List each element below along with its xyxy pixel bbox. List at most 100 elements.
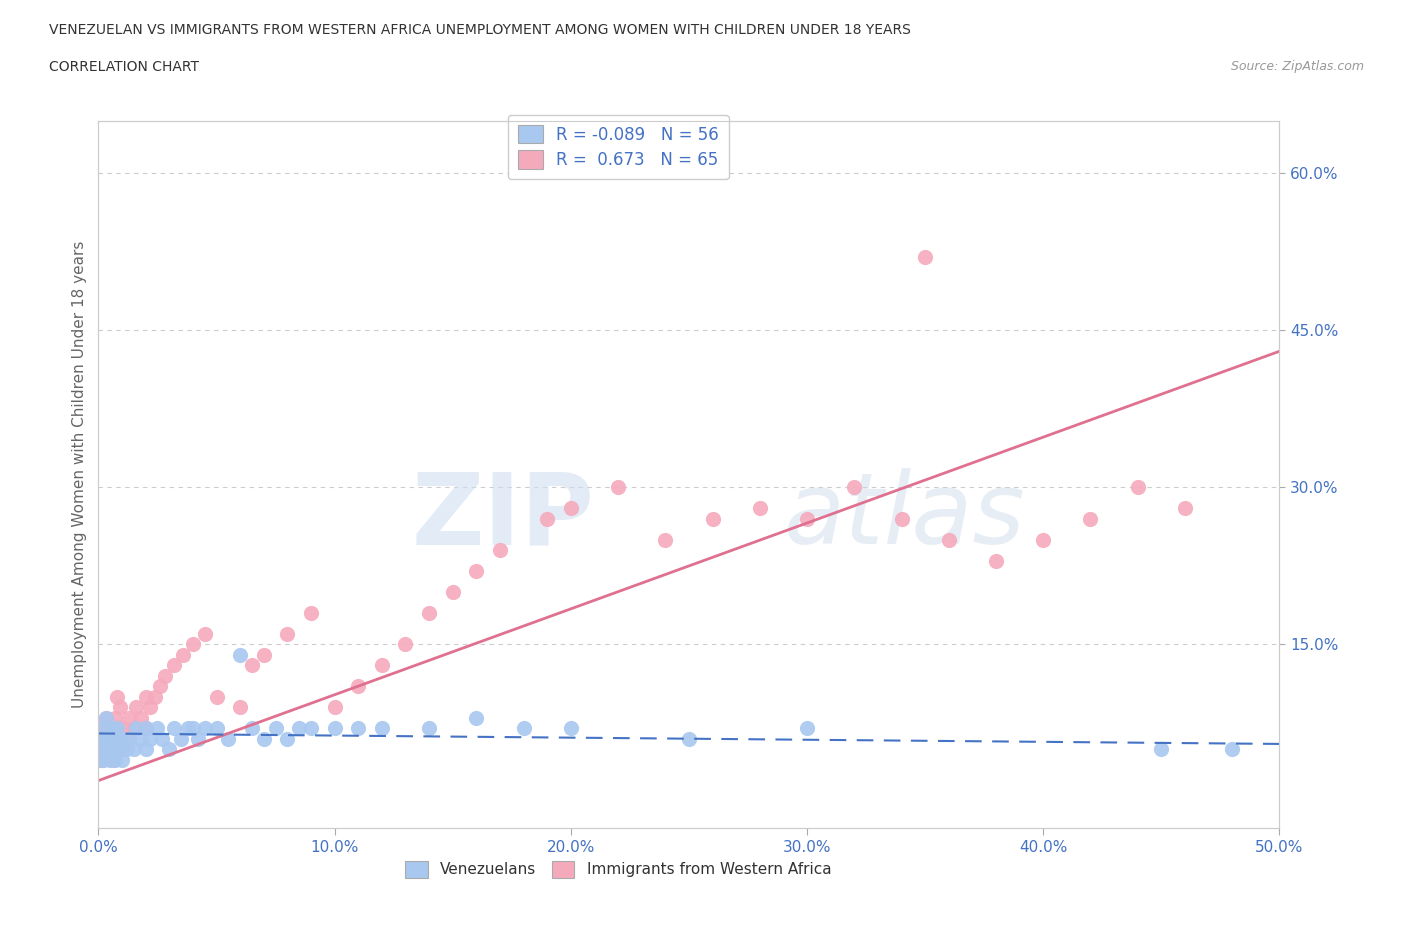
Point [253,731,276,746]
Point [91,752,114,767]
Point [347,679,370,694]
Text: atlas: atlas [783,468,1025,565]
Point [91,731,114,746]
Point [512,721,534,736]
Point [240,721,263,736]
Point [129,731,152,746]
Point [87,731,110,746]
Point [104,742,127,757]
Text: VENEZUELAN VS IMMIGRANTS FROM WESTERN AFRICA UNEMPLOYMENT AMONG WOMEN WITH CHILD: VENEZUELAN VS IMMIGRANTS FROM WESTERN AF… [49,23,911,37]
Point [104,711,127,725]
Point [172,647,194,662]
Point [796,721,818,736]
Point [97,742,120,757]
Point [1150,742,1173,757]
Point [87,752,110,767]
Point [323,700,346,715]
Point [108,742,131,757]
Text: Source: ZipAtlas.com: Source: ZipAtlas.com [1230,60,1364,73]
Point [129,711,152,725]
Point [938,532,960,547]
Point [418,605,440,620]
Point [94,731,117,746]
Point [984,553,1007,568]
Point [560,501,582,516]
Point [150,731,173,746]
Point [288,721,311,736]
Point [125,700,148,715]
Point [890,512,912,526]
Point [111,731,134,746]
Point [441,585,464,600]
Point [240,658,263,672]
Point [1126,480,1149,495]
Point [157,742,180,757]
Point [111,742,134,757]
Point [153,669,176,684]
Point [101,752,124,767]
Point [146,721,169,736]
Point [101,721,124,736]
Point [94,742,117,757]
Point [299,721,322,736]
Point [465,711,488,725]
Point [299,605,322,620]
Point [371,721,394,736]
Point [536,512,558,526]
Point [118,711,141,725]
Point [90,721,112,736]
Point [122,742,145,757]
Point [90,742,112,757]
Point [702,512,724,526]
Point [101,731,124,746]
Point [94,711,117,725]
Point [323,721,346,736]
Point [194,721,217,736]
Point [118,731,141,746]
Point [489,543,512,558]
Point [94,711,117,725]
Point [170,731,193,746]
Point [1174,501,1197,516]
Point [844,480,866,495]
Point [108,700,131,715]
Point [229,700,252,715]
Point [135,721,157,736]
Legend: Venezuelans, Immigrants from Western Africa: Venezuelans, Immigrants from Western Afr… [399,855,838,884]
Point [135,689,157,704]
Point [914,249,936,264]
Point [654,532,676,547]
Point [1032,532,1054,547]
Point [371,658,394,672]
Point [135,742,157,757]
Point [678,731,700,746]
Point [111,721,134,736]
Point [229,647,252,662]
Point [217,731,239,746]
Point [560,721,582,736]
Point [104,752,127,767]
Point [418,721,440,736]
Point [105,721,128,736]
Point [97,731,120,746]
Point [115,742,138,757]
Point [181,637,204,652]
Point [181,721,204,736]
Point [105,742,128,757]
Point [163,658,186,672]
Text: ZIP: ZIP [412,468,595,565]
Point [87,731,110,746]
Point [264,721,287,736]
Point [149,679,172,694]
Point [111,752,134,767]
Point [98,731,121,746]
Point [177,721,200,736]
Point [143,689,166,704]
Point [1080,512,1102,526]
Point [139,700,162,715]
Point [205,689,228,704]
Point [187,731,209,746]
Point [465,564,488,578]
Point [205,721,228,736]
Point [139,731,162,746]
